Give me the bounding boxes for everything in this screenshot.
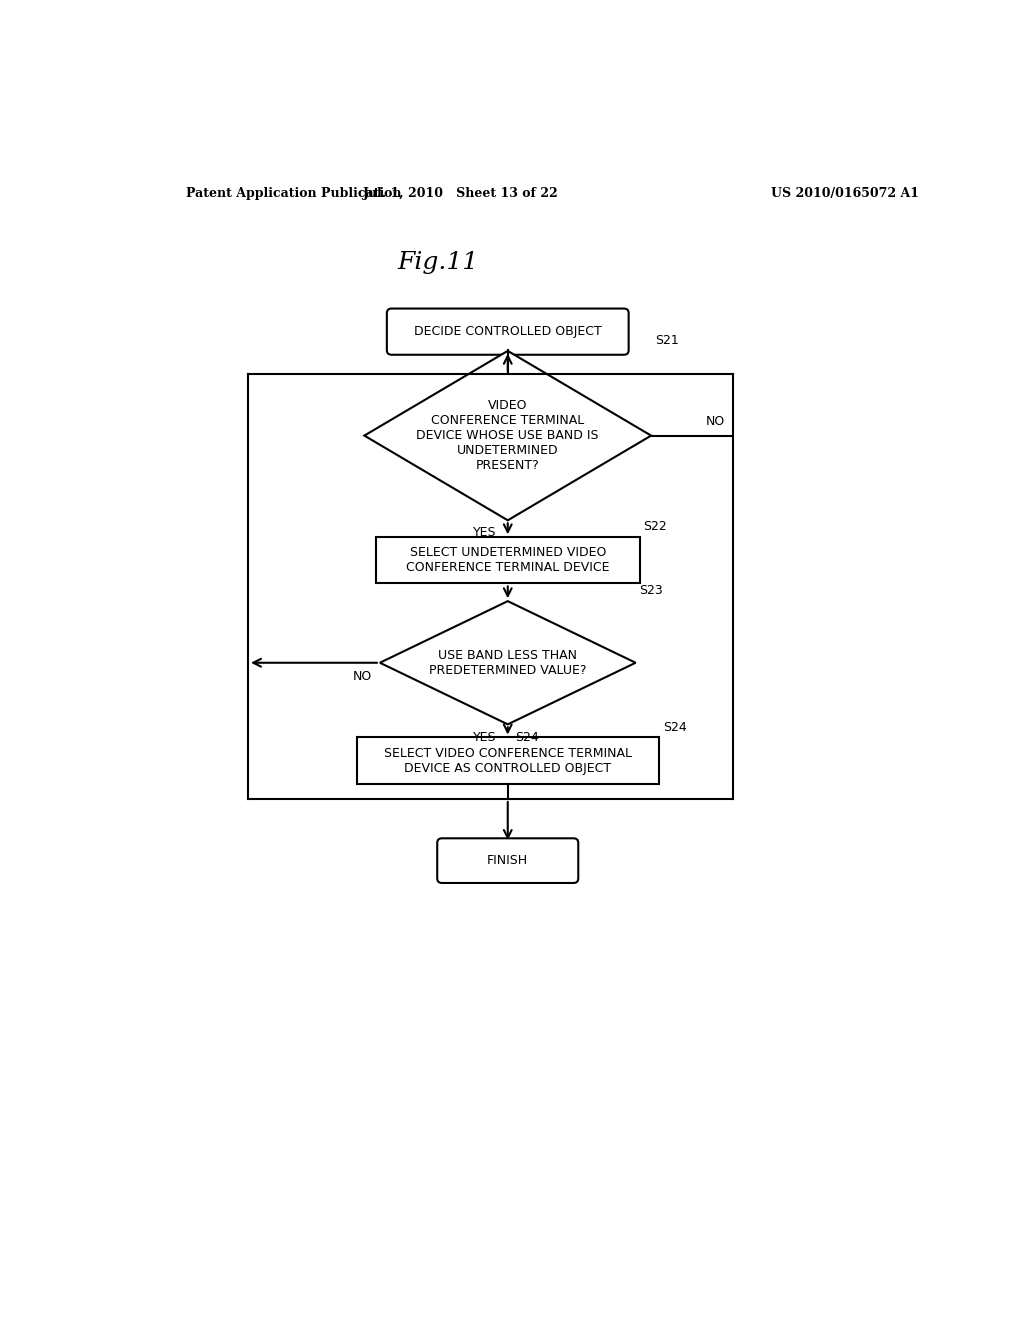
- FancyBboxPatch shape: [437, 838, 579, 883]
- Text: S24: S24: [515, 730, 540, 743]
- Text: Fig.11: Fig.11: [397, 251, 478, 273]
- Text: FINISH: FINISH: [487, 854, 528, 867]
- Bar: [376, 537, 640, 583]
- Text: S23: S23: [640, 585, 664, 598]
- Text: SELECT UNDETERMINED VIDEO
CONFERENCE TERMINAL DEVICE: SELECT UNDETERMINED VIDEO CONFERENCE TER…: [406, 546, 609, 574]
- Text: YES: YES: [473, 527, 497, 540]
- Text: S22: S22: [643, 520, 667, 533]
- Polygon shape: [380, 601, 636, 725]
- Text: SELECT VIDEO CONFERENCE TERMINAL
DEVICE AS CONTROLLED OBJECT: SELECT VIDEO CONFERENCE TERMINAL DEVICE …: [384, 747, 632, 775]
- Text: VIDEO
CONFERENCE TERMINAL
DEVICE WHOSE USE BAND IS
UNDETERMINED
PRESENT?: VIDEO CONFERENCE TERMINAL DEVICE WHOSE U…: [417, 399, 599, 473]
- Bar: [356, 738, 658, 784]
- Text: USE BAND LESS THAN
PREDETERMINED VALUE?: USE BAND LESS THAN PREDETERMINED VALUE?: [429, 648, 587, 677]
- Text: NO: NO: [706, 414, 725, 428]
- Text: S21: S21: [655, 334, 679, 347]
- Text: S24: S24: [663, 721, 686, 734]
- Text: NO: NO: [353, 671, 372, 684]
- FancyBboxPatch shape: [387, 309, 629, 355]
- Text: Patent Application Publication: Patent Application Publication: [186, 186, 401, 199]
- Text: US 2010/0165072 A1: US 2010/0165072 A1: [771, 186, 920, 199]
- Text: YES: YES: [473, 730, 497, 743]
- Text: DECIDE CONTROLLED OBJECT: DECIDE CONTROLLED OBJECT: [414, 325, 602, 338]
- Polygon shape: [365, 351, 651, 520]
- Text: Jul. 1, 2010   Sheet 13 of 22: Jul. 1, 2010 Sheet 13 of 22: [364, 186, 559, 199]
